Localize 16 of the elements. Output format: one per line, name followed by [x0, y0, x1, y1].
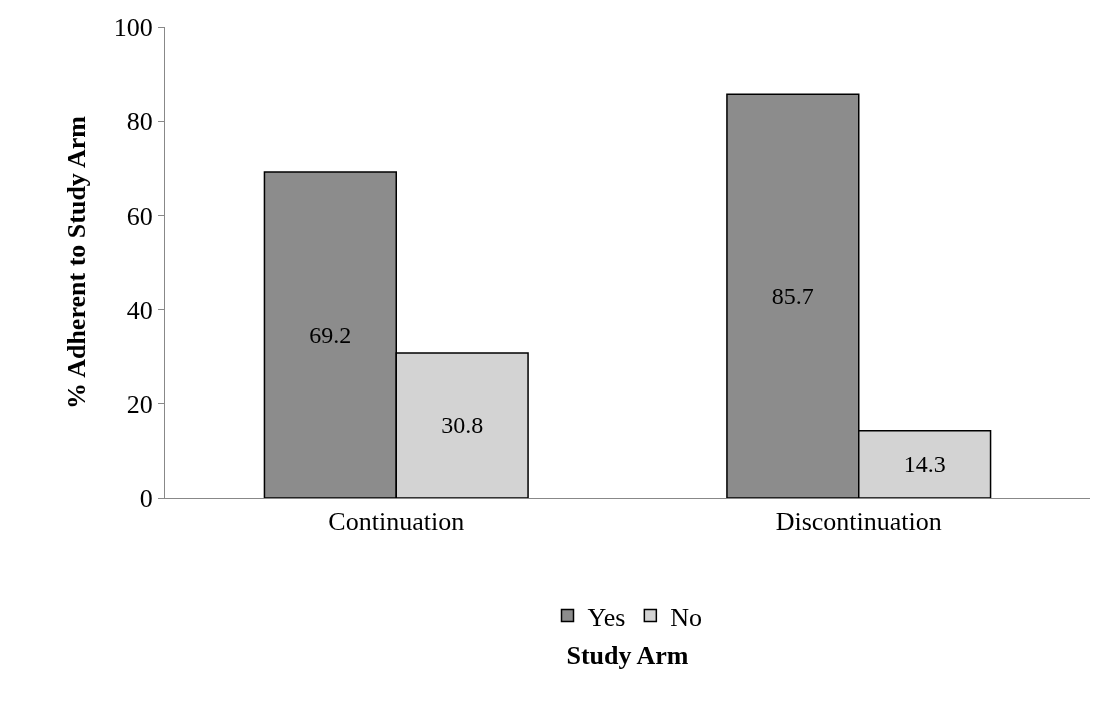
x-tick-label: Discontinuation: [775, 507, 942, 537]
y-tick-label: 60: [126, 201, 153, 231]
legend-label: No: [670, 602, 703, 632]
y-tick-label: 40: [126, 295, 153, 325]
data-label: 85.7: [771, 283, 814, 310]
y-tick-label: 80: [126, 107, 153, 137]
legend-label: Yes: [587, 602, 626, 632]
data-label: 69.2: [309, 322, 352, 349]
y-tick-label: 20: [126, 389, 153, 419]
y-axis-title: % Adherent to Study Arm: [62, 115, 92, 409]
y-tick-label: 0: [139, 484, 153, 514]
x-axis-title: Study Arm: [566, 640, 689, 670]
y-tick-label: 100: [113, 13, 153, 43]
data-label: 14.3: [903, 451, 946, 478]
data-label: 30.8: [441, 412, 484, 439]
x-tick-label: Continuation: [328, 507, 465, 537]
